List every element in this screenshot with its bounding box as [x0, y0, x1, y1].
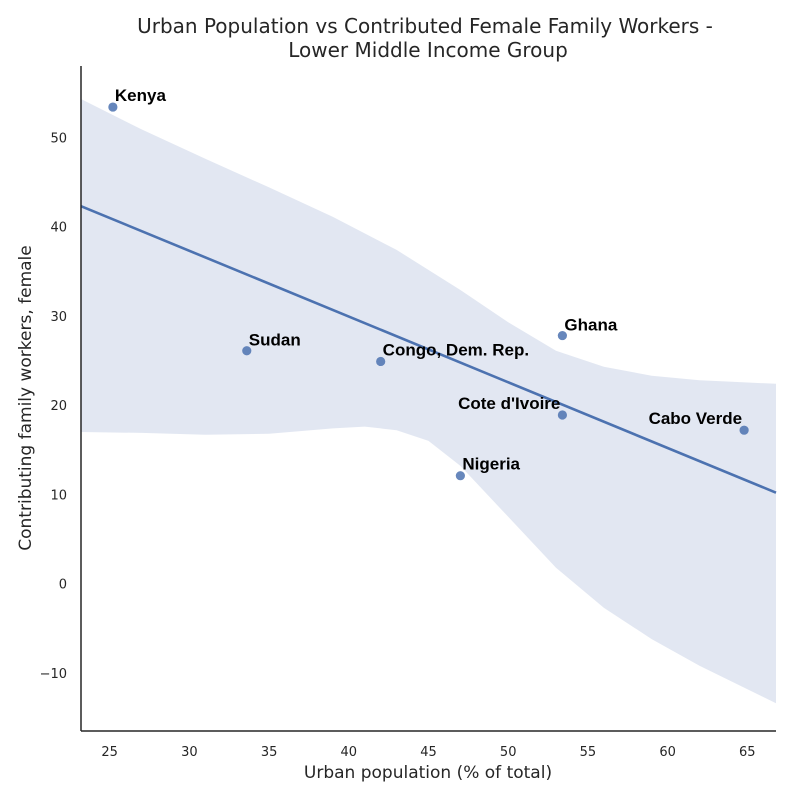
chart-subtitle: Lower Middle Income Group [288, 38, 568, 62]
x-tick-label: 25 [101, 745, 118, 760]
data-point [557, 330, 567, 341]
y-tick-label: 30 [50, 310, 67, 325]
data-point [376, 356, 386, 367]
x-tick-label: 50 [500, 745, 517, 760]
confidence-band [81, 99, 776, 704]
x-tick-label: 55 [580, 745, 597, 760]
y-tick-label: 40 [50, 221, 67, 236]
x-tick-label: 30 [181, 745, 198, 760]
data-point [739, 425, 749, 435]
x-tick-label: 60 [659, 745, 676, 760]
plot-area: Kenya Sudan Congo, Dem. Rep. Ghana Cote d'Iv… [80, 86, 777, 704]
point-label: Kenya [115, 86, 167, 105]
x-tick-label: 65 [739, 745, 756, 760]
chart-title: Urban Population vs Contributed Female F… [137, 14, 713, 38]
x-tick-label: 45 [420, 745, 437, 760]
point-label: Cabo Verde [649, 409, 743, 428]
data-point [242, 346, 252, 356]
y-axis-ticks: −10 0 10 20 30 40 50 [40, 131, 67, 682]
x-axis-label: Urban population (% of total) [304, 763, 552, 783]
point-label: Cote d'Ivoire [458, 394, 560, 413]
x-axis-ticks: 25 30 35 40 45 50 55 60 65 [101, 745, 755, 760]
y-tick-label: 20 [50, 399, 67, 414]
y-axis-label: Contributing family workers, female [16, 245, 36, 550]
x-tick-label: 35 [261, 745, 278, 760]
y-tick-label: −10 [40, 667, 67, 682]
y-tick-label: 0 [59, 578, 67, 593]
point-label: Congo, Dem. Rep. [383, 340, 529, 359]
data-point [108, 102, 118, 112]
y-tick-label: 10 [50, 488, 67, 503]
point-label: Ghana [564, 316, 617, 335]
data-point [455, 471, 465, 481]
y-tick-label: 50 [50, 131, 67, 146]
regression-line [80, 204, 777, 494]
x-tick-label: 40 [341, 745, 358, 760]
data-point [557, 410, 567, 420]
point-label: Sudan [249, 331, 301, 350]
point-label: Nigeria [462, 455, 520, 474]
